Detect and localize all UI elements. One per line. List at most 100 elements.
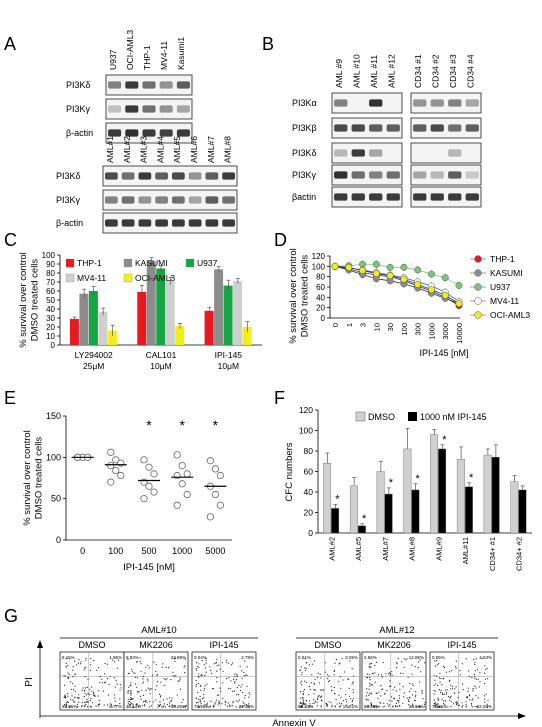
event-dot bbox=[98, 690, 100, 692]
event-dot bbox=[200, 689, 202, 691]
blot-band bbox=[155, 172, 168, 180]
event-dot bbox=[301, 697, 303, 699]
event-dot bbox=[87, 678, 89, 680]
blot-band bbox=[222, 196, 235, 204]
blot-band bbox=[334, 149, 348, 157]
event-dot bbox=[243, 697, 246, 699]
event-dot bbox=[130, 702, 132, 704]
event-dot bbox=[127, 701, 129, 703]
event-dot bbox=[479, 681, 481, 683]
event-dot bbox=[144, 704, 146, 706]
event-dot bbox=[336, 703, 338, 705]
event-dot bbox=[114, 661, 116, 663]
event-dot bbox=[162, 663, 164, 665]
bar bbox=[214, 269, 224, 345]
event-dot bbox=[459, 670, 461, 672]
event-dot bbox=[140, 670, 142, 672]
event-dot bbox=[173, 705, 175, 707]
event-dot bbox=[479, 672, 481, 674]
event-dot bbox=[474, 676, 476, 678]
event-dot bbox=[143, 701, 145, 703]
flow-plot: 0.04% 2.79% 76.96% 20.20% bbox=[191, 651, 257, 711]
event-dot bbox=[241, 670, 243, 672]
event-dot bbox=[65, 702, 67, 704]
event-dot bbox=[299, 691, 302, 693]
event-dot bbox=[368, 666, 370, 668]
blot-band bbox=[413, 124, 427, 132]
blot-row bbox=[331, 142, 403, 164]
event-dot bbox=[334, 662, 336, 665]
event-dot bbox=[74, 697, 76, 699]
event-dot bbox=[218, 664, 220, 666]
event-dot bbox=[149, 701, 151, 703]
event-dot bbox=[205, 671, 207, 673]
event-dot bbox=[228, 677, 230, 679]
data-point bbox=[386, 272, 394, 280]
event-dot bbox=[458, 691, 460, 694]
aml-sample-label: AML #11 bbox=[369, 55, 379, 88]
category-label: AML#5 bbox=[354, 537, 363, 561]
event-dot bbox=[109, 675, 111, 677]
event-dot bbox=[210, 705, 212, 707]
cell-line-label: OCI-AML3 bbox=[125, 30, 135, 70]
event-dot bbox=[199, 701, 201, 703]
event-dot bbox=[299, 702, 301, 705]
event-dot bbox=[419, 659, 421, 661]
legend-label: OCI-AML3 bbox=[135, 273, 175, 283]
cell-line-label: U937 bbox=[108, 49, 118, 70]
event-dot bbox=[232, 702, 234, 704]
event-dot bbox=[445, 671, 447, 673]
event-dot bbox=[156, 673, 158, 676]
event-dot bbox=[174, 675, 176, 677]
event-dot bbox=[444, 704, 446, 706]
event-dot bbox=[301, 705, 303, 708]
event-dot bbox=[378, 705, 380, 708]
event-dot bbox=[450, 684, 452, 686]
event-dot bbox=[397, 657, 399, 660]
event-dot bbox=[452, 688, 454, 690]
event-dot bbox=[74, 690, 76, 692]
event-dot bbox=[198, 663, 200, 665]
legend-label: MV4-11 bbox=[77, 273, 106, 283]
event-dot bbox=[411, 703, 414, 705]
bar bbox=[146, 261, 156, 345]
event-dot bbox=[89, 688, 91, 690]
event-dot bbox=[474, 685, 476, 687]
bar bbox=[88, 291, 98, 345]
event-dot bbox=[85, 703, 87, 706]
quadrant-percent: 30.94% bbox=[409, 704, 424, 709]
event-dot bbox=[173, 658, 175, 660]
blot-frame bbox=[410, 164, 482, 186]
event-dot bbox=[368, 694, 370, 697]
event-dot bbox=[142, 681, 144, 683]
panel-letter-f: F bbox=[274, 388, 285, 408]
patient-label: AML#4 bbox=[155, 136, 165, 163]
event-dot bbox=[234, 682, 236, 684]
x-axis-label: IPI-145 [nM] bbox=[123, 562, 175, 573]
event-dot bbox=[309, 688, 311, 691]
event-dot bbox=[316, 704, 319, 706]
blot-band bbox=[108, 81, 122, 89]
event-dot bbox=[373, 705, 375, 707]
quadrant-percent: 3.05% bbox=[345, 655, 358, 660]
cd34-sample-label: CD34 #1 bbox=[413, 54, 423, 88]
event-dot bbox=[321, 689, 323, 691]
event-dot bbox=[434, 679, 436, 681]
event-dot bbox=[136, 661, 138, 663]
patient-label: AML#2 bbox=[122, 136, 132, 163]
event-dot bbox=[370, 666, 372, 668]
event-dot bbox=[343, 700, 345, 702]
event-dot bbox=[235, 679, 237, 681]
quadrant-percent: 76.96% bbox=[194, 704, 209, 709]
panel-a: A U937 OCI-AML3 THP-1 MV4-11 Kasumi1 PI3KδPI… bbox=[4, 30, 238, 234]
event-dot bbox=[241, 684, 243, 686]
event-dot bbox=[313, 699, 315, 701]
event-dot bbox=[226, 678, 228, 680]
event-dot bbox=[238, 684, 240, 686]
x-tick-label: 1 bbox=[345, 323, 354, 327]
event-dot bbox=[230, 680, 232, 682]
event-dot bbox=[233, 678, 235, 681]
event-dot bbox=[313, 682, 315, 684]
event-dot bbox=[115, 705, 117, 707]
